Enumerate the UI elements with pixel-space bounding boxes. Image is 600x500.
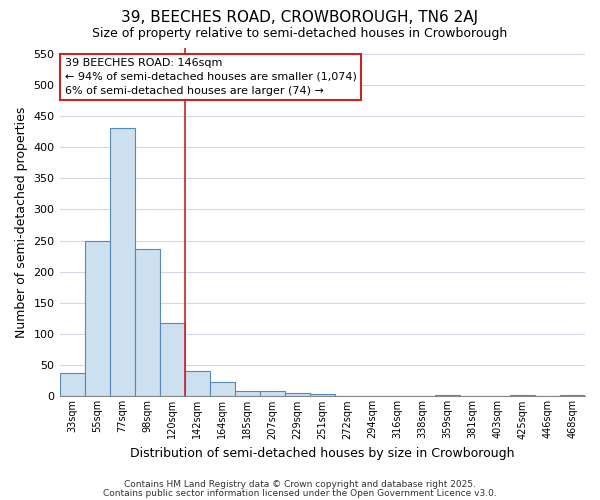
- Bar: [285, 394, 310, 396]
- Bar: [510, 394, 535, 396]
- Y-axis label: Number of semi-detached properties: Number of semi-detached properties: [15, 106, 28, 338]
- Bar: [160, 323, 185, 396]
- Bar: [260, 391, 285, 396]
- Text: 39 BEECHES ROAD: 146sqm
← 94% of semi-detached houses are smaller (1,074)
6% of : 39 BEECHES ROAD: 146sqm ← 94% of semi-de…: [65, 58, 356, 96]
- Bar: [59, 374, 85, 396]
- Bar: [134, 248, 160, 396]
- Bar: [235, 391, 260, 396]
- Bar: [110, 128, 134, 396]
- Text: 39, BEECHES ROAD, CROWBOROUGH, TN6 2AJ: 39, BEECHES ROAD, CROWBOROUGH, TN6 2AJ: [121, 10, 479, 25]
- Text: Contains public sector information licensed under the Open Government Licence v3: Contains public sector information licen…: [103, 488, 497, 498]
- Bar: [310, 394, 335, 396]
- Text: Size of property relative to semi-detached houses in Crowborough: Size of property relative to semi-detach…: [92, 28, 508, 40]
- Bar: [185, 372, 209, 396]
- X-axis label: Distribution of semi-detached houses by size in Crowborough: Distribution of semi-detached houses by …: [130, 447, 515, 460]
- Bar: [85, 240, 110, 396]
- Text: Contains HM Land Registry data © Crown copyright and database right 2025.: Contains HM Land Registry data © Crown c…: [124, 480, 476, 489]
- Bar: [560, 394, 585, 396]
- Bar: [209, 382, 235, 396]
- Bar: [435, 394, 460, 396]
